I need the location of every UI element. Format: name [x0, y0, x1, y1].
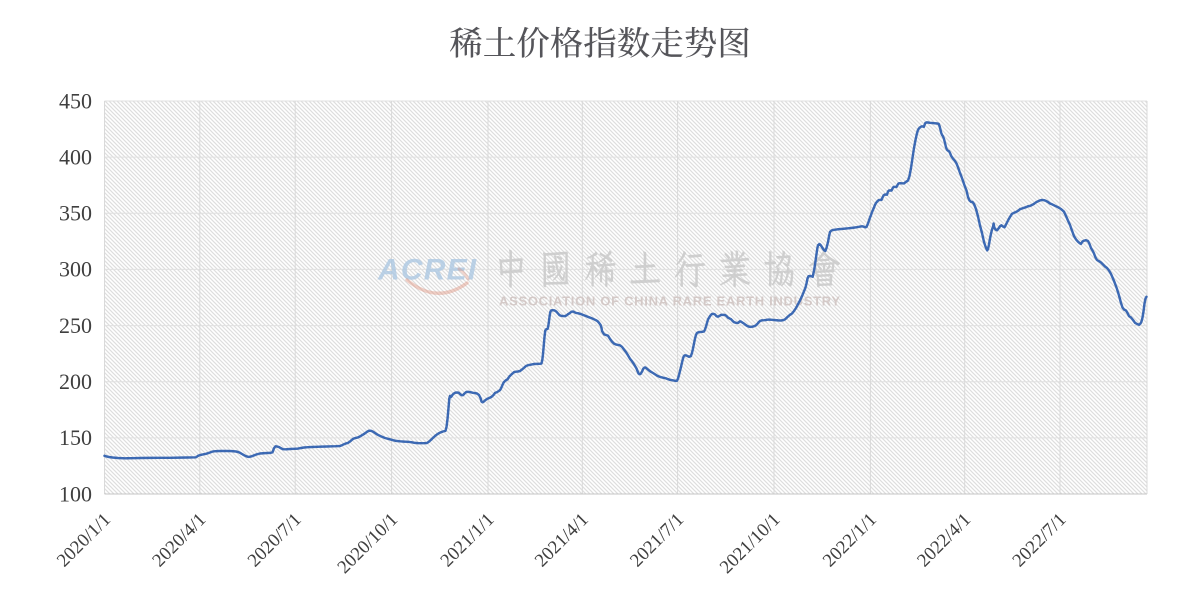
svg-text:400: 400 — [59, 144, 92, 169]
svg-text:350: 350 — [59, 201, 92, 226]
svg-text:200: 200 — [59, 369, 92, 394]
svg-text:150: 150 — [59, 425, 92, 450]
svg-text:250: 250 — [59, 313, 92, 338]
svg-text:450: 450 — [59, 88, 92, 113]
svg-text:ACREI: ACREI — [377, 254, 477, 287]
svg-text:100: 100 — [59, 481, 92, 506]
svg-text:300: 300 — [59, 257, 92, 282]
svg-text:ASSOCIATION OF CHINA RARE EART: ASSOCIATION OF CHINA RARE EARTH INDUSTRY — [499, 294, 841, 309]
